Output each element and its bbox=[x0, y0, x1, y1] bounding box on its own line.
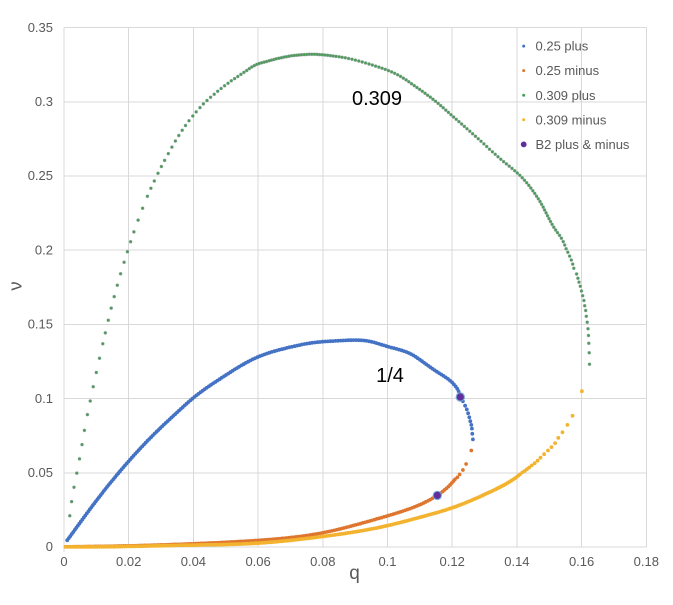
svg-text:0.05: 0.05 bbox=[28, 465, 53, 480]
svg-text:0.309 minus: 0.309 minus bbox=[536, 112, 607, 127]
svg-text:0.04: 0.04 bbox=[181, 554, 206, 569]
svg-text:0.06: 0.06 bbox=[245, 554, 270, 569]
svg-text:0: 0 bbox=[46, 539, 53, 554]
svg-text:0.3: 0.3 bbox=[35, 94, 53, 109]
svg-text:0: 0 bbox=[60, 554, 67, 569]
svg-text:0.18: 0.18 bbox=[634, 554, 659, 569]
svg-text:ν: ν bbox=[5, 281, 26, 290]
svg-text:0.25 plus: 0.25 plus bbox=[536, 39, 589, 54]
svg-text:0.16: 0.16 bbox=[569, 554, 594, 569]
svg-text:0.309: 0.309 bbox=[352, 88, 402, 110]
svg-text:0.25 minus: 0.25 minus bbox=[536, 63, 600, 78]
svg-text:0.2: 0.2 bbox=[35, 242, 53, 257]
svg-text:0.309 plus: 0.309 plus bbox=[536, 88, 596, 103]
svg-text:0.1: 0.1 bbox=[35, 391, 53, 406]
svg-text:0.25: 0.25 bbox=[28, 168, 53, 183]
svg-text:q: q bbox=[349, 563, 360, 584]
svg-text:0.12: 0.12 bbox=[440, 554, 465, 569]
svg-text:0.02: 0.02 bbox=[116, 554, 141, 569]
svg-text:1/4: 1/4 bbox=[376, 365, 404, 387]
svg-text:0.1: 0.1 bbox=[378, 554, 396, 569]
svg-text:B2 plus & minus: B2 plus & minus bbox=[536, 137, 630, 152]
svg-text:0.35: 0.35 bbox=[28, 20, 53, 35]
svg-text:0.08: 0.08 bbox=[310, 554, 335, 569]
svg-text:0.14: 0.14 bbox=[504, 554, 529, 569]
svg-text:0.15: 0.15 bbox=[28, 317, 53, 332]
